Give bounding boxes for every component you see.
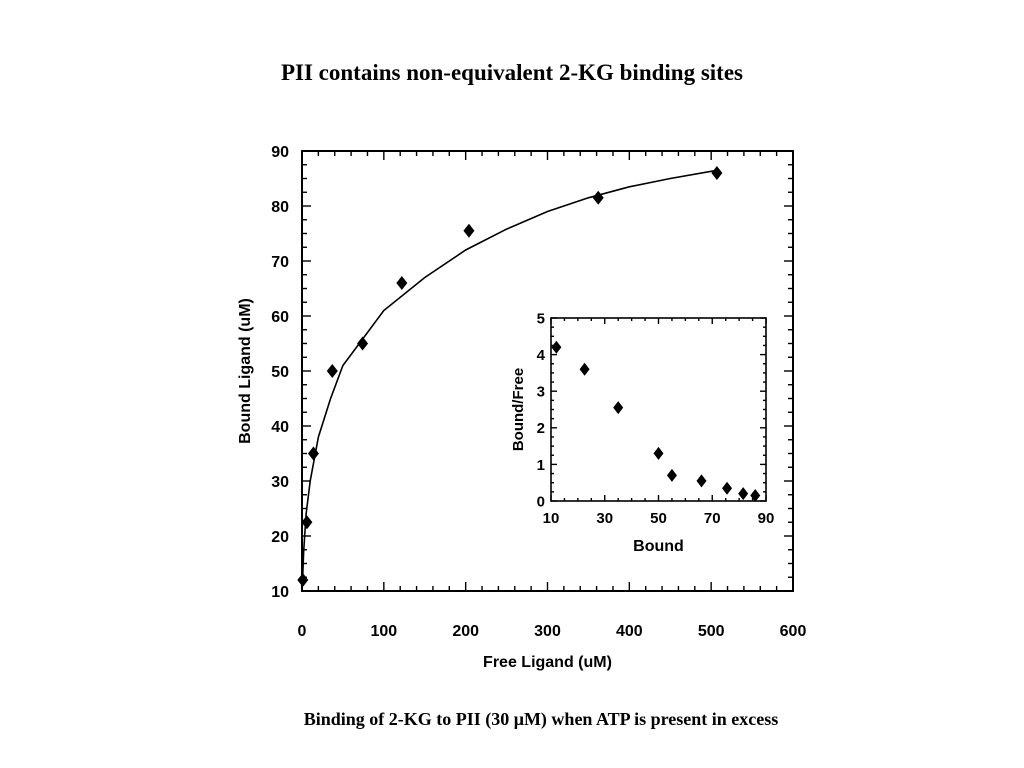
inset-y-tick-label: 2	[537, 420, 545, 437]
main-x-tick-label: 200	[452, 623, 479, 640]
main-data-point	[396, 276, 408, 290]
main-y-tick-label: 10	[271, 584, 289, 601]
main-x-tick-labels: 0 100 200 300 400 500 600	[298, 623, 807, 640]
inset-data-point	[750, 489, 761, 503]
main-data-point	[711, 166, 723, 180]
main-data-point	[297, 573, 309, 587]
main-data-points	[297, 166, 723, 587]
main-fit-curve	[301, 169, 718, 586]
main-y-tick-label: 70	[271, 254, 289, 271]
main-data-point	[463, 223, 475, 238]
main-x-tick-label: 0	[298, 623, 307, 640]
inset-chart: 10 30 50 70 90 0 1 2 3 4 5 Bound Bound/Free	[507, 310, 778, 565]
inset-data-point	[653, 446, 664, 460]
main-y-tick-label: 80	[271, 199, 289, 216]
main-y-tick-label: 90	[271, 144, 289, 161]
inset-y-tick-label: 1	[537, 457, 545, 474]
main-x-tick-label: 100	[370, 623, 397, 640]
inset-x-axis-label: Bound	[633, 538, 684, 555]
main-data-point	[357, 336, 369, 351]
main-data-point	[592, 190, 604, 205]
slide-title: PII contains non-equivalent 2-KG binding…	[280, 60, 743, 85]
main-y-tick-label: 40	[271, 419, 289, 436]
slide-caption: Binding of 2-KG to PII (30 μM) when ATP …	[303, 709, 779, 729]
inset-x-tick-label: 50	[650, 510, 667, 527]
inset-tick-marks	[550, 317, 767, 502]
inset-x-tick-label: 90	[758, 510, 775, 527]
inset-y-tick-label: 3	[537, 384, 545, 401]
main-y-tick-label: 60	[271, 309, 289, 326]
main-y-tick-labels: 10 20 30 40 50 60 70 80 90	[271, 144, 289, 601]
main-y-axis-label: Bound Ligand (uM)	[237, 298, 254, 444]
inset-y-tick-label: 0	[537, 493, 545, 510]
inset-data-point	[613, 401, 624, 415]
inset-y-axis-label: Bound/Free	[510, 368, 527, 451]
inset-data-point	[666, 468, 677, 482]
main-y-tick-label: 30	[271, 474, 289, 491]
inset-data-point	[579, 362, 590, 376]
inset-data-point	[738, 487, 749, 501]
main-data-point	[301, 515, 313, 530]
inset-data-points	[551, 340, 761, 503]
inset-y-tick-label: 4	[537, 347, 546, 364]
inset-x-tick-label: 30	[596, 510, 613, 527]
main-x-tick-label: 400	[616, 623, 643, 640]
inset-y-tick-label: 5	[537, 310, 545, 327]
inset-y-tick-labels: 0 1 2 3 4 5	[537, 310, 546, 510]
inset-data-point	[696, 474, 707, 488]
main-data-point	[307, 446, 319, 461]
inset-x-tick-labels: 10 30 50 70 90	[543, 510, 775, 527]
inset-x-tick-label: 70	[704, 510, 721, 527]
inset-data-point	[551, 340, 562, 354]
main-x-tick-label: 600	[780, 623, 807, 640]
inset-x-tick-label: 10	[543, 510, 560, 527]
main-x-tick-label: 500	[698, 623, 725, 640]
inset-data-point	[722, 481, 733, 495]
main-x-tick-label: 300	[534, 623, 561, 640]
main-y-tick-label: 20	[271, 529, 289, 546]
main-y-tick-label: 50	[271, 364, 289, 381]
main-data-point	[326, 364, 338, 378]
main-x-axis-label: Free Ligand (uM)	[483, 654, 612, 671]
